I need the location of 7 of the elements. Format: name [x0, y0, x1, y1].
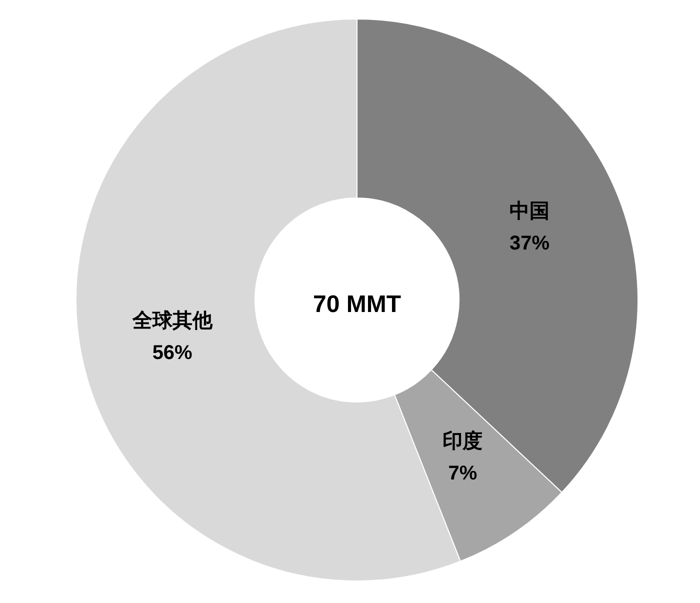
data-label: 7% [448, 462, 478, 484]
data-label: 37% [510, 232, 550, 254]
text: 70 MMT [312, 291, 402, 318]
slice-label: 中国 [510, 200, 550, 222]
slice-label: 全球其他 [131, 310, 214, 332]
data-label: 56% [152, 342, 193, 364]
slice-label: 印度 [442, 429, 483, 452]
